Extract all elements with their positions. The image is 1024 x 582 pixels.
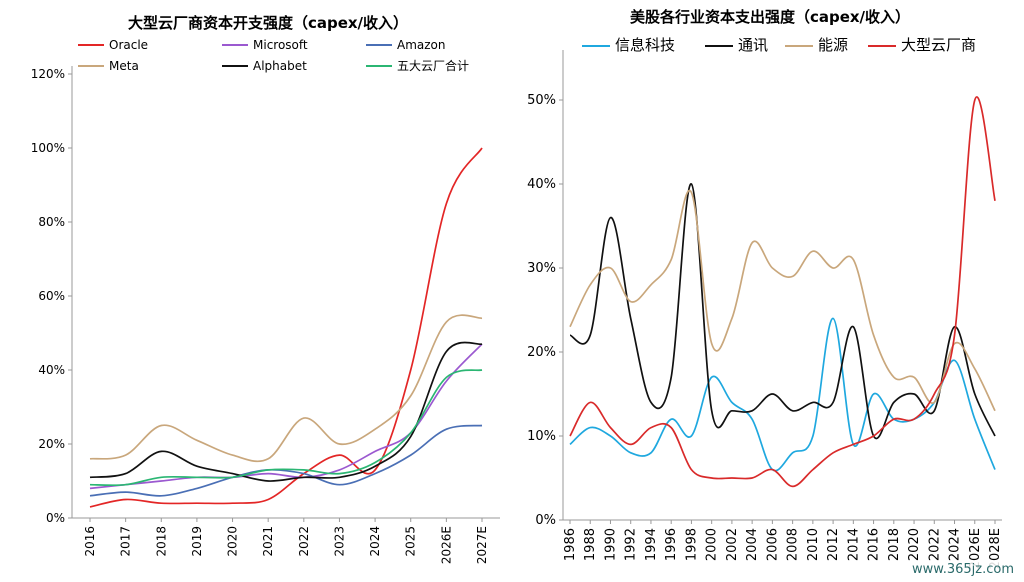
x-tick-label: 2025 [404,526,418,557]
y-tick-label: 100% [31,141,65,155]
y-tick-label: 20% [38,437,65,451]
x-tick-label: 2018 [887,528,902,561]
y-tick-label: 40% [527,177,556,192]
y-tick-label: 80% [38,215,65,229]
x-tick-label: 2010 [806,528,821,561]
x-tick-label: 2026E [439,526,453,564]
x-tick-label: 2027E [475,526,489,564]
x-tick-label: 1994 [644,528,659,561]
x-tick-label: 2022 [297,526,311,557]
legend-label: 信息科技 [615,36,675,54]
y-tick-label: 120% [31,67,65,81]
x-tick-label: 2019 [190,526,204,557]
legend-label: Oracle [109,38,148,52]
x-tick-label: 2022 [927,528,942,561]
legend-label: 通讯 [738,36,768,54]
series-line-信息科技 [569,317,996,472]
series-line-大型云厂商 [569,96,996,488]
series-line-通讯 [569,183,996,440]
x-tick-label: 2006 [765,528,780,561]
series-line-Oracle [89,147,483,508]
capex-intensity-cloud-chart: 大型云厂商资本开支强度（capex/收入） Oracle Microsoft Ama… [31,14,500,564]
series-line-Meta [89,314,483,463]
left-legend: Oracle Microsoft Amazon Meta Alphabet 五大云厂合计 [78,38,469,73]
x-tick-label: 2000 [705,528,720,561]
x-tick-label: 1990 [603,528,618,561]
x-tick-label: 2020 [907,528,922,561]
x-tick-label: 1998 [684,528,699,561]
series-line-Alphabet [89,341,483,482]
y-tick-label: 50% [527,93,556,108]
y-tick-label: 20% [527,345,556,360]
x-tick-label: 1986 [563,528,578,561]
x-tick-label: 2028E [988,528,1003,569]
x-tick-label: 2020 [226,526,240,557]
y-tick-label: 0% [535,513,556,528]
legend-label: Amazon [397,38,446,52]
x-tick-label: 2002 [725,528,740,561]
watermark: www.365jz.com [908,561,1018,578]
legend-label: Microsoft [253,38,308,52]
x-tick-label: 1988 [583,528,598,561]
legend-label: 五大云厂合计 [397,58,469,73]
left-series [89,147,483,508]
legend-label: Meta [109,59,139,73]
y-tick-label: 0% [46,511,65,525]
legend-label: 能源 [818,36,848,54]
x-tick-label: 2008 [786,528,801,561]
x-tick-label: 2004 [745,528,760,561]
series-line-Microsoft [89,343,483,490]
series-line-五大云厂合计 [89,369,483,487]
x-tick-label: 2018 [154,526,168,557]
x-tick-label: 2024 [368,526,382,557]
right-series [569,96,996,488]
left-axes: 0% 20% 40% 60% 80% 100% 120% 2016 2017 2018 2019 20… [31,66,500,564]
y-tick-label: 10% [527,429,556,444]
x-tick-label: 2016 [83,526,97,557]
x-tick-label: 2014 [846,528,861,561]
y-tick-label: 60% [38,289,65,303]
legend-label: Alphabet [253,59,307,73]
left-chart-title: 大型云厂商资本开支强度（capex/收入） [128,14,408,32]
series-line-能源 [569,189,996,412]
x-tick-label: 2023 [332,526,346,557]
series-line-Amazon [89,424,483,497]
right-legend: 信息科技 通讯 能源 大型云厂商 [582,36,976,54]
capex-intensity-sector-chart: 美股各行业资本支出强度（capex/收入） 信息科技 通讯 能源 大型云厂商 0% 10… [527,8,1003,569]
legend-label: 大型云厂商 [901,36,976,54]
x-tick-label: 2024 [948,528,963,561]
right-axes: 0% 10% 20% 30% 40% 50% 1986 1988 1990 1992 1994 199… [527,50,1003,569]
x-tick-label: 1996 [664,528,679,561]
y-tick-label: 30% [527,261,556,276]
x-tick-label: 2021 [261,526,275,557]
x-tick-label: 2012 [826,528,841,561]
y-tick-label: 40% [38,363,65,377]
x-tick-label: 2016 [867,528,882,561]
x-tick-label: 2017 [119,526,133,557]
right-chart-title: 美股各行业资本支出强度（capex/收入） [630,8,910,26]
x-tick-label: 2026E [968,528,983,569]
x-tick-label: 1992 [624,528,639,561]
